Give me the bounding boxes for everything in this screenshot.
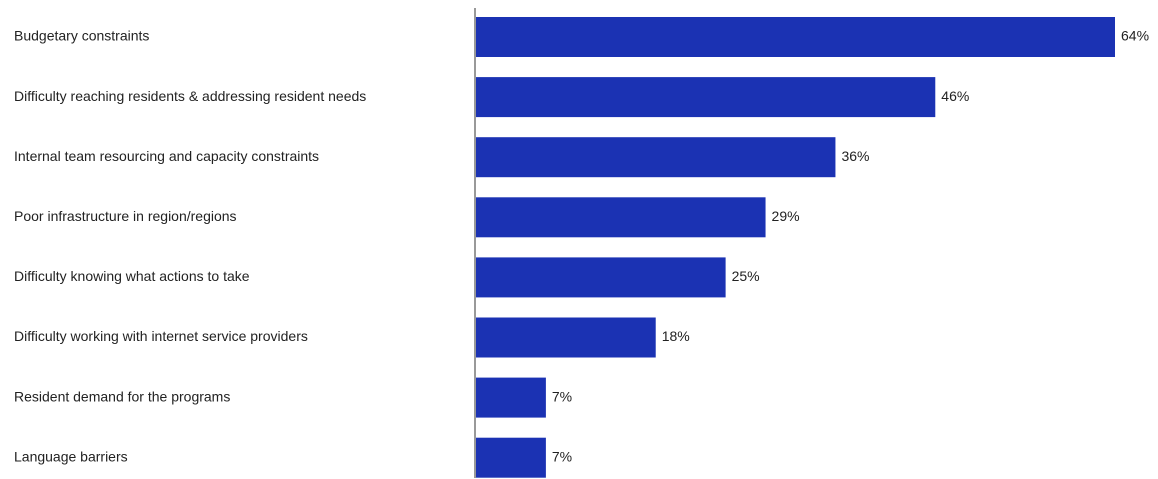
category-label: Difficulty working with internet service… <box>14 328 308 344</box>
value-label: 25% <box>732 268 760 284</box>
value-label: 18% <box>662 328 690 344</box>
category-label: Language barriers <box>14 448 128 464</box>
category-label: Difficulty reaching residents & addressi… <box>14 88 366 104</box>
bars <box>476 17 1115 478</box>
category-label: Resident demand for the programs <box>14 388 230 404</box>
category-label: Internal team resourcing and capacity co… <box>14 148 319 164</box>
category-label: Difficulty knowing what actions to take <box>14 268 250 284</box>
value-label: 46% <box>941 88 969 104</box>
category-label: Budgetary constraints <box>14 28 149 44</box>
value-label: 7% <box>552 388 572 404</box>
value-label: 36% <box>841 148 869 164</box>
bar <box>476 257 726 298</box>
value-labels: 64% 46% 36% 29% 25% 18% 7% 7% <box>552 28 1149 465</box>
bar <box>476 437 546 478</box>
category-labels: Budgetary constraints Difficulty reaching… <box>14 28 366 465</box>
value-label: 29% <box>772 208 800 224</box>
bar <box>476 317 656 358</box>
bar <box>476 77 936 118</box>
value-label: 7% <box>552 448 572 464</box>
category-label: Poor infrastructure in region/regions <box>14 208 237 224</box>
bar <box>476 17 1115 57</box>
bar <box>476 197 766 238</box>
value-label: 64% <box>1121 28 1149 44</box>
bar <box>476 137 836 178</box>
bar <box>476 377 546 418</box>
